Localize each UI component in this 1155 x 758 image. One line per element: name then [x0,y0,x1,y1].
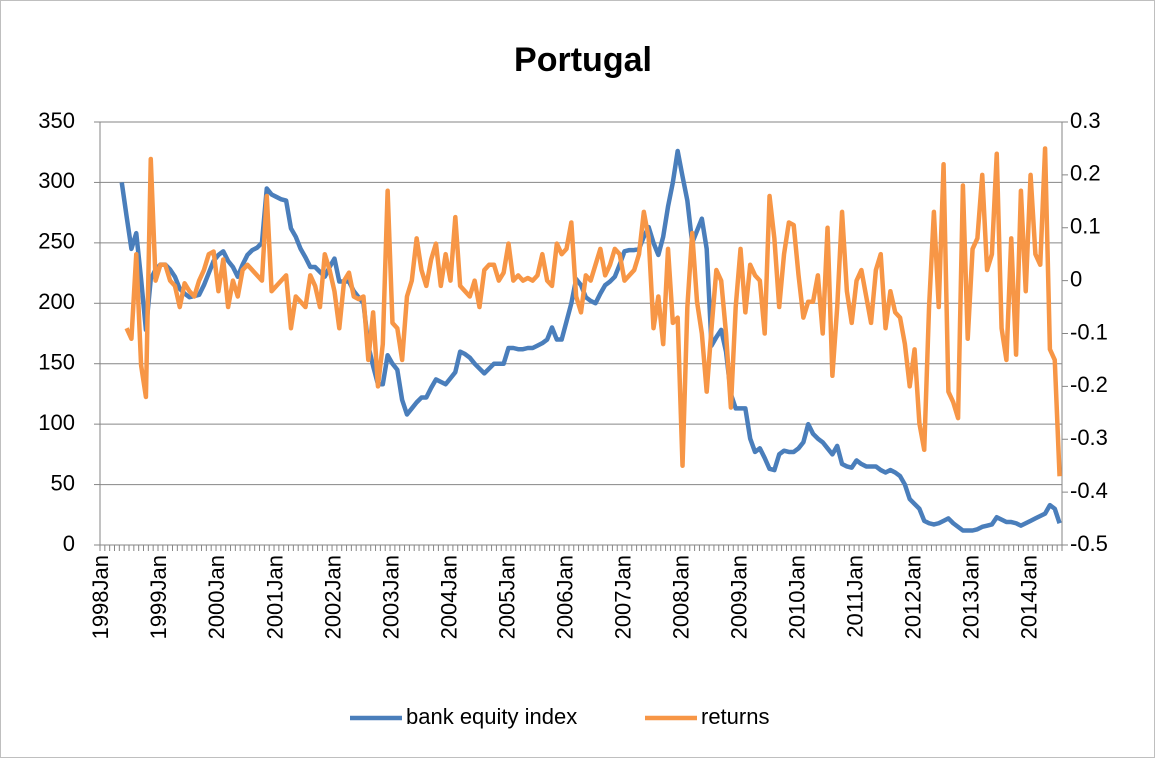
data-line [124,146,1062,477]
y2-tick-label: -0.2 [1070,372,1108,397]
y-tick-label: 300 [38,168,75,193]
x-tick-label: 2001Jan [262,555,287,639]
x-tick-label: 2007Jan [610,555,635,639]
x-tick-label: 2010Jan [784,555,809,639]
x-tick-label: 2009Jan [726,555,751,639]
x-tick-label: 2004Jan [436,555,461,639]
y-tick-label: 0 [63,531,75,556]
x-tick-label: 2006Jan [552,555,577,639]
x-tick-label: 2002Jan [320,555,345,639]
x-tick-label: 2005Jan [494,555,519,639]
y2-tick-label: 0.2 [1070,161,1101,186]
y2-tick-label: 0.1 [1070,214,1101,239]
y-tick-label: 250 [38,229,75,254]
y-tick-label: 350 [38,108,75,133]
x-tick-label: 2013Jan [958,555,983,639]
y2-tick-label: 0.3 [1070,108,1101,133]
x-tick-label: 2011Jan [842,555,867,638]
x-tick-label: 2000Jan [204,555,229,639]
y-tick-label: 50 [51,470,75,495]
y2-tick-label: -0.4 [1070,478,1108,503]
y-tick-label: 150 [38,350,75,375]
y2-tick-label: -0.3 [1070,425,1108,450]
y-tick-label: 100 [38,410,75,435]
legend-label: bank equity index [406,704,577,729]
y2-tick-label: -0.5 [1070,531,1108,556]
y2-tick-label: -0.1 [1070,319,1108,344]
legend-label: returns [701,704,769,729]
x-tick-label: 2014Jan [1016,555,1041,639]
x-tick-label: 2012Jan [900,555,925,639]
y-tick-label: 200 [38,289,75,314]
chart-title: Portugal [514,41,652,79]
data-line [119,148,1062,533]
y2-tick-label: 0 [1070,266,1082,291]
x-tick-label: 1998Jan [88,555,113,639]
x-tick-label: 1999Jan [146,555,171,639]
x-tick-label: 2003Jan [378,555,403,639]
x-tick-label: 2008Jan [668,555,693,639]
